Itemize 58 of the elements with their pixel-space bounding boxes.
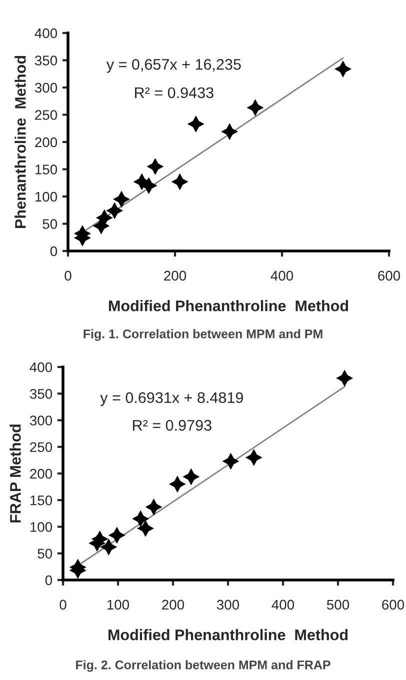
annotation: y = 0.6931x + 8.4819: [100, 392, 243, 406]
point: [132, 510, 150, 528]
annotation: R² = 0.9433: [135, 87, 214, 98]
x-tick-label: 500: [326, 600, 350, 610]
caption: Fig. 2. Correlation between MPM and FRAP: [76, 660, 330, 672]
point: [136, 520, 154, 537]
y-tick-label: 150: [30, 495, 52, 506]
point: [336, 370, 354, 387]
point: [106, 202, 124, 220]
x-tick-label: 600: [378, 270, 400, 281]
y-tick-label: 200: [35, 137, 58, 148]
y-tick-label: 350: [30, 388, 52, 399]
annotation: R² = 0.9793: [133, 420, 212, 431]
x-tick-label: 100: [107, 600, 130, 610]
y-tick-label: 200: [30, 468, 52, 479]
point: [245, 449, 262, 466]
x-tick-label: 400: [272, 600, 294, 610]
point: [168, 476, 186, 493]
point: [187, 116, 204, 133]
point: [112, 190, 130, 208]
point: [222, 452, 240, 470]
y-tick-label: 250: [30, 442, 52, 452]
y-tick-label: 250: [35, 110, 58, 120]
point: [145, 498, 162, 516]
point: [146, 158, 164, 176]
y-axis-title: Phenanthroline Method: [14, 56, 26, 228]
x-tick-label: 200: [164, 270, 186, 281]
y-tick-label: 400: [34, 28, 58, 38]
point: [182, 468, 200, 486]
x-tick-label: 200: [162, 600, 184, 610]
y-tick-label: 300: [30, 416, 52, 426]
x-axis-title: Modified Phenanthroline Method: [109, 300, 348, 312]
x-axis-title: Modified Phenanthroline Method: [108, 629, 348, 640]
y-tick-label: 300: [34, 82, 58, 93]
y-tick-label: 0: [50, 246, 58, 256]
point: [100, 538, 118, 556]
point: [91, 530, 108, 548]
y-tick-label: 50: [42, 219, 58, 229]
point: [334, 60, 352, 78]
y-tick-label: 400: [30, 362, 52, 372]
annotation: y = 0,657x + 16,235: [106, 58, 241, 73]
point: [221, 123, 238, 140]
x-tick-label: 400: [270, 270, 294, 281]
point: [108, 526, 126, 544]
y-tick-label: 50: [38, 548, 52, 559]
x-tick-label: 0: [60, 600, 66, 610]
y-axis-title: FRAP Method: [10, 424, 21, 522]
point: [171, 173, 188, 190]
x-tick-label: 0: [64, 270, 72, 281]
y-tick-label: 100: [35, 192, 58, 202]
y-tick-label: 350: [34, 56, 58, 66]
y-tick-label: 150: [35, 164, 58, 174]
caption: Fig. 1. Correlation between MPM and PM: [84, 329, 322, 341]
point: [246, 99, 264, 116]
x-tick-label: 600: [382, 600, 404, 610]
y-tick-label: 0: [45, 575, 52, 586]
x-tick-label: 300: [216, 600, 240, 610]
y-tick-label: 100: [30, 522, 52, 532]
